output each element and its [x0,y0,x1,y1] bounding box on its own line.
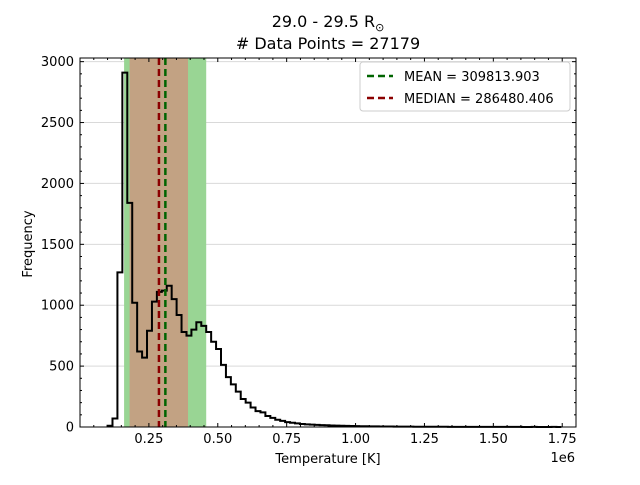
x-tick-label-4: 1.25 [410,432,439,447]
x-offset-label: 1e6 [550,451,575,466]
x-axis-label: Temperature [K] [274,452,380,467]
plot-area: 0 500 1000 1500 2000 2500 3000 0.25 0.50 0.75 1.00… [41,55,577,447]
y-tick-label-4: 2000 [41,177,74,192]
x-tick-label-2: 0.75 [272,432,301,447]
y-tick-label-5: 2500 [41,116,74,131]
legend-box [359,61,571,112]
legend-mean-label: MEAN = 309813.903 [404,70,540,85]
title-range: 29.0 - 29.5 R [272,12,375,31]
y-tick-label-0: 0 [66,421,74,436]
x-tick-label-5: 1.50 [479,432,508,447]
chart-title-line2: # Data Points = 27179 [236,34,420,53]
title-sun-symbol: ⊙ [375,21,384,34]
y-tick-label-2: 1000 [41,299,74,314]
y-tick-label-3: 1500 [41,238,74,253]
legend-median-label: MEDIAN = 286480.406 [404,92,554,107]
y-tick-label-1: 500 [49,360,74,375]
x-tick-label-6: 1.75 [548,432,577,447]
legend: MEAN = 309813.903 MEDIAN = 286480.406 [359,61,571,112]
x-tick-label-3: 1.00 [341,432,370,447]
y-axis-label: Frequency [21,210,36,277]
y-tick-label-6: 3000 [41,55,74,70]
chart-title-line1: 29.0 - 29.5 R⊙ [272,12,385,34]
x-tick-label-1: 0.50 [203,432,232,447]
x-tick-label-0: 0.25 [134,432,163,447]
